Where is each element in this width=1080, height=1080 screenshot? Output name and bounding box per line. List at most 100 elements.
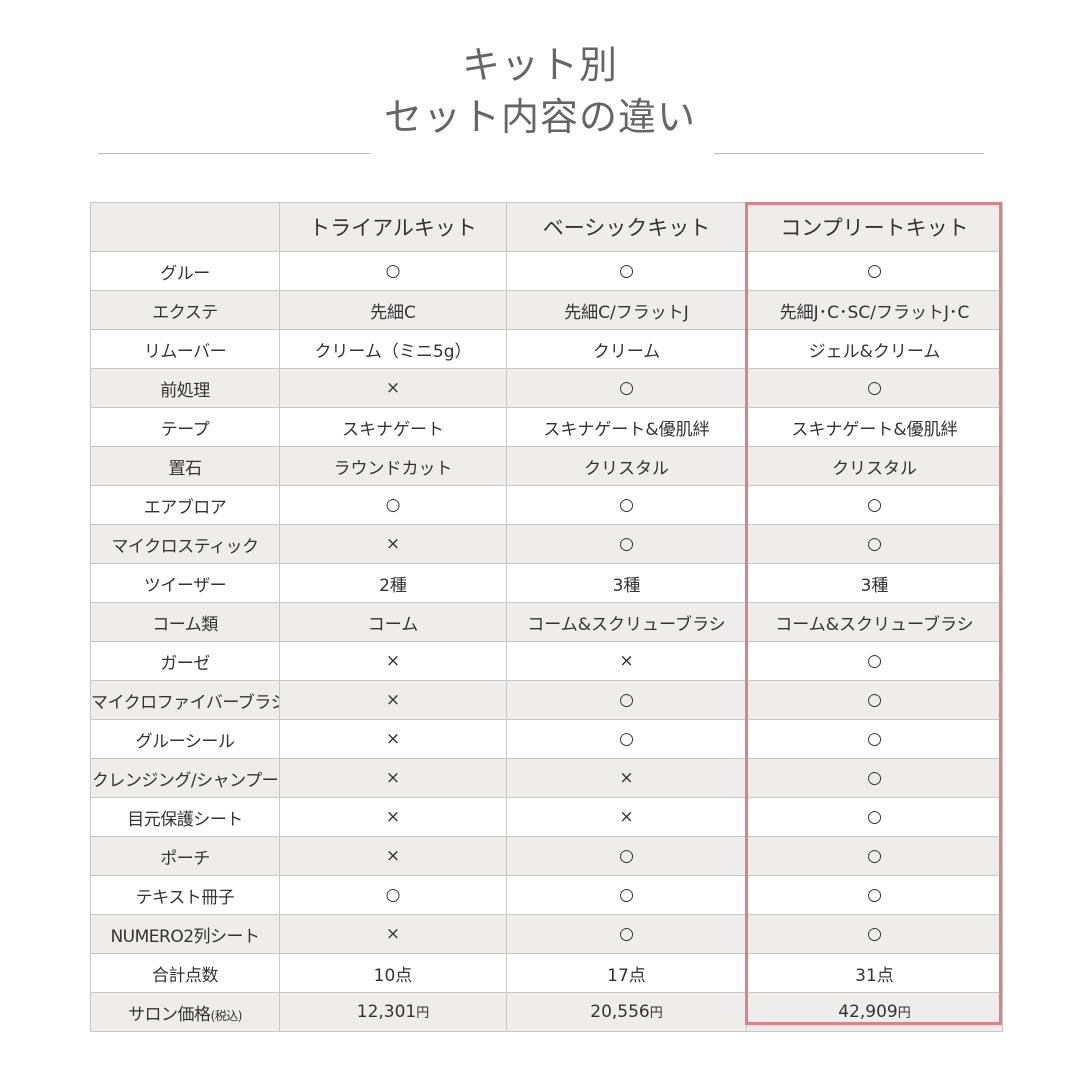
table-header-row: トライアルキット ベーシックキット コンプリートキット <box>90 202 1003 252</box>
table-cell: 31点 <box>746 953 1003 993</box>
price-value: 42,909 <box>838 1002 898 1022</box>
table-row: NUMERO2列シート × ○ ○ <box>90 914 1003 954</box>
table-cell: 17点 <box>506 953 747 993</box>
table-cell: × <box>279 797 507 837</box>
table-cell: ○ <box>746 524 1003 564</box>
table-row: 前処理 × ○ ○ <box>90 368 1003 408</box>
table-cell: ○ <box>746 875 1003 915</box>
table-cell: × <box>279 680 507 720</box>
table-cell: スキナゲート <box>279 407 507 447</box>
table-row: 置石 ラウンドカット クリスタル クリスタル <box>90 446 1003 486</box>
table-cell: × <box>279 524 507 564</box>
row-label: NUMERO2列シート <box>90 914 280 954</box>
table-cell: ○ <box>506 368 747 408</box>
table-cell: ○ <box>746 251 1003 291</box>
table-cell: ジェル&クリーム <box>746 329 1003 369</box>
table-cell: ○ <box>746 797 1003 837</box>
currency-unit: 円 <box>897 1006 911 1021</box>
table-cell: クリーム <box>506 329 747 369</box>
price-cell: 20,556円 <box>506 992 747 1032</box>
table-body: グルー ○ ○ ○ エクステ 先細C 先細C/フラットJ 先細J･C･SC/フラットJ･C リム… <box>90 251 1003 1032</box>
table-row: マイクロファイバーブラシ × ○ ○ <box>90 680 1003 720</box>
row-label: エクステ <box>90 290 280 330</box>
price-cell: 12,301円 <box>279 992 507 1032</box>
row-label: マイクロファイバーブラシ <box>90 680 280 720</box>
table-cell: ○ <box>506 680 747 720</box>
table-row: エアブロア ○ ○ ○ <box>90 485 1003 525</box>
table-cell: ○ <box>746 719 1003 759</box>
table-cell: ○ <box>506 875 747 915</box>
table-cell: ○ <box>506 251 747 291</box>
row-label: グルーシール <box>90 719 280 759</box>
table-cell: ○ <box>506 719 747 759</box>
table-cell: 3種 <box>746 563 1003 603</box>
page-title: キット別 セット内容の違い <box>0 40 1080 154</box>
table-cell: ○ <box>746 758 1003 798</box>
table-cell: ○ <box>506 524 747 564</box>
row-label: マイクロスティック <box>90 524 280 564</box>
table-cell: ○ <box>279 251 507 291</box>
table-cell: × <box>279 368 507 408</box>
table-row: リムーバー クリーム（ミニ5g） クリーム ジェル&クリーム <box>90 329 1003 369</box>
table-cell: コーム&スクリューブラシ <box>506 602 747 642</box>
table-cell: ○ <box>279 485 507 525</box>
row-label: ガーゼ <box>90 641 280 681</box>
table-row: ツイーザー 2種 3種 3種 <box>90 563 1003 603</box>
table-cell: ○ <box>506 914 747 954</box>
row-label: ツイーザー <box>90 563 280 603</box>
row-label: クレンジング/シャンプー <box>90 758 280 798</box>
table-row: クレンジング/シャンプー × × ○ <box>90 758 1003 798</box>
table-row: グルー ○ ○ ○ <box>90 251 1003 291</box>
price-label-text: サロン価格 <box>128 1004 211 1025</box>
table-cell: ○ <box>506 836 747 876</box>
row-label: 置石 <box>90 446 280 486</box>
table-cell: 先細J･C･SC/フラットJ･C <box>746 290 1003 330</box>
title-row-2: セット内容の違い <box>0 90 1080 154</box>
table-cell: クリスタル <box>746 446 1003 486</box>
currency-unit: 円 <box>649 1006 663 1021</box>
currency-unit: 円 <box>416 1006 430 1021</box>
table-cell: ラウンドカット <box>279 446 507 486</box>
title-line-2: セット内容の違い <box>383 95 696 139</box>
table-cell: ○ <box>746 836 1003 876</box>
table-cell: ○ <box>746 914 1003 954</box>
table-row: テープ スキナゲート スキナゲート&優肌絆 スキナゲート&優肌絆 <box>90 407 1003 447</box>
table-row: マイクロスティック × ○ ○ <box>90 524 1003 564</box>
table-cell: コーム&スクリューブラシ <box>746 602 1003 642</box>
row-label: エアブロア <box>90 485 280 525</box>
title-divider-right <box>714 153 984 154</box>
table-cell: 10点 <box>279 953 507 993</box>
table-row: ポーチ × ○ ○ <box>90 836 1003 876</box>
table-cell: × <box>279 719 507 759</box>
row-label: 前処理 <box>90 368 280 408</box>
header-trial-kit: トライアルキット <box>279 202 507 252</box>
row-label: 合計点数 <box>90 953 280 993</box>
price-value: 12,301 <box>356 1002 417 1022</box>
table-cell: 先細C <box>279 290 507 330</box>
table-cell: × <box>506 641 747 681</box>
title-divider-left <box>98 153 370 154</box>
table-cell: × <box>279 758 507 798</box>
table-row: テキスト冊子 ○ ○ ○ <box>90 875 1003 915</box>
header-corner <box>90 202 280 252</box>
table-cell: スキナゲート&優肌絆 <box>506 407 747 447</box>
table-row: 目元保護シート × × ○ <box>90 797 1003 837</box>
title-line-1: キット別 <box>461 43 618 87</box>
kit-comparison-table: トライアルキット ベーシックキット コンプリートキット グルー ○ ○ ○ エクステ 先細… <box>90 202 1003 1032</box>
table-cell: × <box>506 797 747 837</box>
header-basic-kit: ベーシックキット <box>506 202 747 252</box>
tax-note: (税込) <box>210 1008 243 1023</box>
row-label: グルー <box>90 251 280 291</box>
price-row: サロン価格(税込) 12,301円 20,556円 42,909円 <box>90 992 1003 1032</box>
table-cell: ○ <box>746 485 1003 525</box>
row-label: テープ <box>90 407 280 447</box>
table-cell: ○ <box>506 485 747 525</box>
price-value: 20,556 <box>590 1002 650 1022</box>
table-cell: クリスタル <box>506 446 747 486</box>
table-cell: スキナゲート&優肌絆 <box>746 407 1003 447</box>
table-row: エクステ 先細C 先細C/フラットJ 先細J･C･SC/フラットJ･C <box>90 290 1003 330</box>
table-cell: クリーム（ミニ5g） <box>279 329 507 369</box>
table-row: ガーゼ × × ○ <box>90 641 1003 681</box>
table-cell: ○ <box>279 875 507 915</box>
table-cell: × <box>279 641 507 681</box>
